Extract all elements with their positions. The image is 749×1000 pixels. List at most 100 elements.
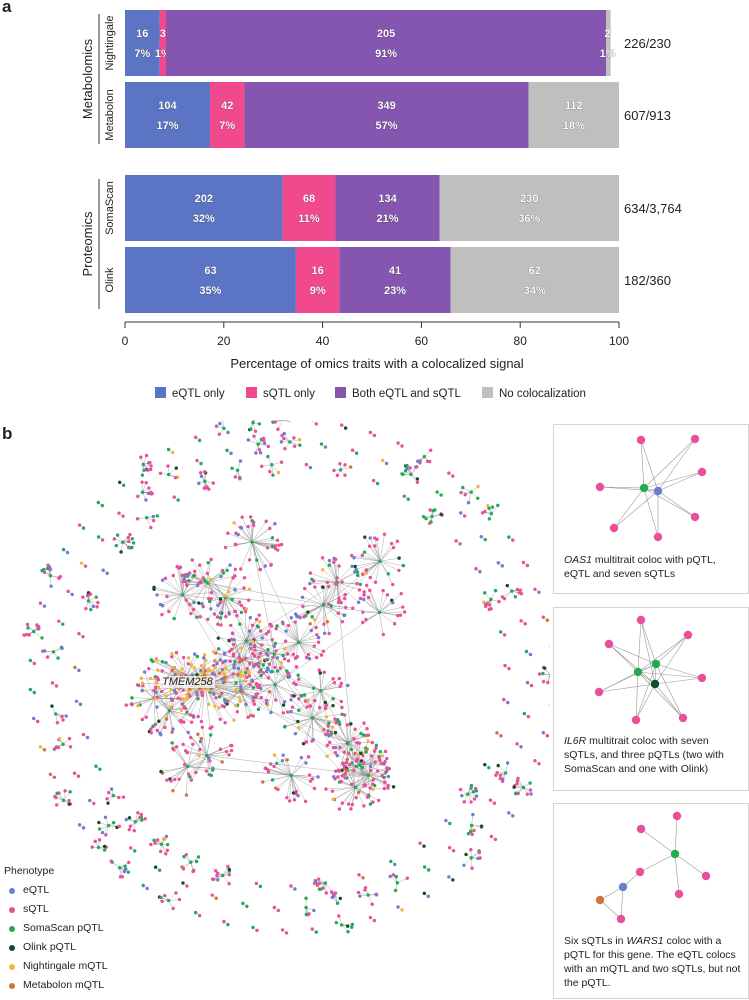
network-node <box>291 791 296 795</box>
network-node <box>515 742 519 746</box>
network-node <box>439 493 443 497</box>
network-node <box>270 778 275 782</box>
network-edge <box>298 642 324 652</box>
network-node <box>176 673 181 677</box>
network-edge <box>347 734 364 743</box>
network-node <box>247 558 252 562</box>
network-node <box>264 632 269 636</box>
network-node <box>151 514 155 519</box>
network-node <box>361 620 365 625</box>
network-edge <box>153 698 172 708</box>
network-node <box>253 648 257 652</box>
legend-eqtl-label: eQTL <box>23 884 50 896</box>
network-node <box>339 681 344 686</box>
network-edge <box>187 576 208 584</box>
network-node <box>218 747 223 751</box>
network-node <box>243 656 248 660</box>
network-node <box>158 471 163 475</box>
network-node <box>257 664 261 669</box>
network-edge <box>274 684 285 702</box>
network-node <box>202 656 206 660</box>
network-node <box>95 605 99 609</box>
network-node <box>164 852 168 856</box>
network-node <box>513 595 518 599</box>
network-node <box>292 798 297 802</box>
network-node <box>153 685 158 690</box>
network-node <box>400 444 404 448</box>
network-node <box>383 771 387 775</box>
network-edge <box>298 627 317 643</box>
legend-somascan-dot <box>9 925 15 932</box>
network-edge <box>357 561 381 576</box>
network-edge <box>362 755 369 776</box>
network-node <box>482 600 486 604</box>
network-node <box>188 713 192 717</box>
network-node <box>545 734 550 738</box>
network-edge <box>336 566 353 583</box>
network-node <box>454 539 458 543</box>
network-node <box>469 847 473 852</box>
network-node <box>190 558 194 562</box>
network-node <box>210 893 214 897</box>
bar-somascan-both-eqtl-and-sqtl <box>335 175 440 241</box>
phenotype-legend-title: Phenotype <box>4 865 55 877</box>
network-node <box>301 741 306 746</box>
network-edge <box>206 755 210 775</box>
network-node <box>251 523 256 527</box>
legend-label-eqtl-only: eQTL only <box>172 388 225 400</box>
network-node <box>68 745 73 749</box>
network-node <box>338 462 342 466</box>
network-node <box>77 523 82 527</box>
network-edge <box>284 642 299 660</box>
network-node <box>255 558 259 562</box>
network-node <box>533 587 537 592</box>
network-edge <box>275 666 297 685</box>
network-edge <box>370 561 381 578</box>
network-node <box>304 740 309 744</box>
network-node <box>471 790 476 794</box>
network-node <box>163 576 168 581</box>
network-edge <box>225 587 245 598</box>
network-node <box>163 893 167 898</box>
network-node <box>219 623 223 627</box>
network-node <box>189 778 194 782</box>
network-node <box>327 734 331 738</box>
network-edge <box>337 742 349 756</box>
network-node <box>362 593 366 597</box>
network-node <box>343 426 348 430</box>
network-node <box>488 798 493 802</box>
network-node <box>391 785 396 789</box>
network-node <box>368 764 373 768</box>
network-node <box>282 657 287 661</box>
network-edge <box>344 715 349 743</box>
network-node <box>239 670 243 674</box>
legend-olink-label: Olink pQTL <box>23 941 77 953</box>
network-node <box>374 746 378 750</box>
network-node <box>269 710 273 715</box>
network-node <box>32 661 37 666</box>
network-node <box>465 792 470 796</box>
network-node <box>127 539 131 544</box>
network-node <box>325 743 330 748</box>
inset-edge <box>613 487 645 529</box>
network-node <box>185 583 189 587</box>
network-edge <box>246 625 272 642</box>
network-node <box>300 595 305 599</box>
network-node <box>185 693 189 697</box>
network-node <box>324 715 329 719</box>
network-node <box>484 602 489 606</box>
network-node <box>140 490 145 494</box>
inset-edge <box>608 643 639 673</box>
bar-olink-no-colocalization <box>450 247 619 313</box>
network-node <box>479 534 483 539</box>
network-edge <box>379 593 402 613</box>
network-edge <box>312 698 334 719</box>
network-node <box>279 542 284 547</box>
network-node <box>319 653 324 657</box>
network-edge <box>368 775 389 789</box>
network-edge <box>287 642 299 654</box>
legend-eqtl: eQTL <box>4 881 108 900</box>
network-node <box>233 567 238 571</box>
network-node <box>354 764 359 768</box>
ratio-nightingale: 226/230 <box>624 36 671 51</box>
